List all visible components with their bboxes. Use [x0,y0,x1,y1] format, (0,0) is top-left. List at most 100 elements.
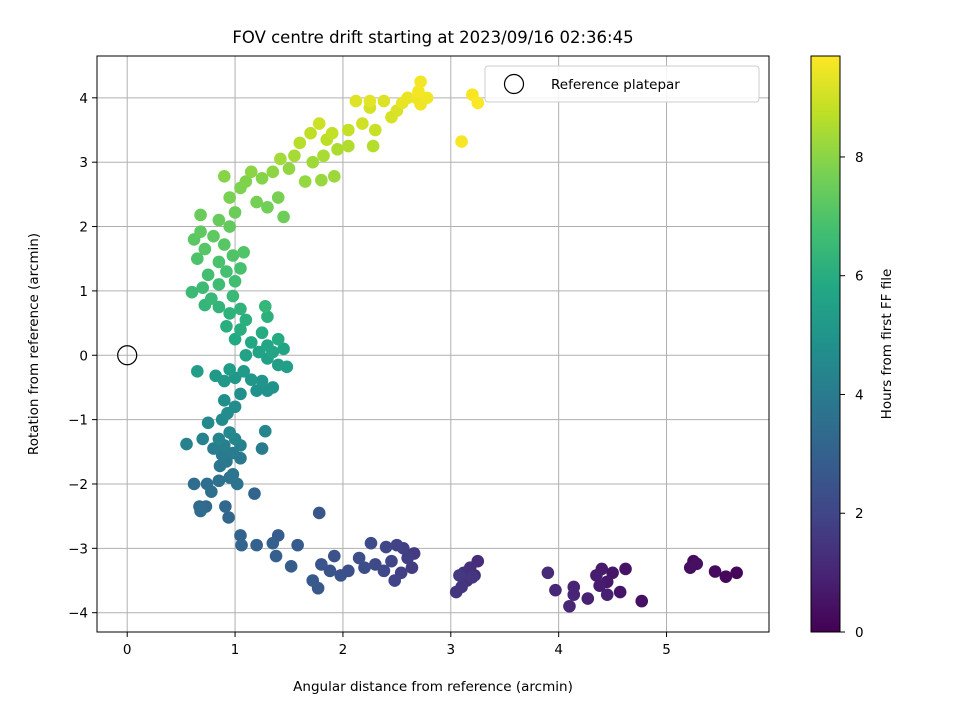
data-point [342,139,355,153]
data-point [349,94,363,108]
data-point [250,195,263,209]
data-point [368,558,382,571]
data-point [619,562,632,576]
plot-frame [96,55,770,633]
colorbar-tick-label: 0 [855,625,864,641]
colorbar-tick-label: 6 [855,269,864,285]
y-tick-label: 0 [79,348,88,364]
legend-label: Reference platepar [551,77,680,93]
data-point [325,126,339,140]
colorbar-tick-label: 4 [855,387,864,403]
data-point [185,285,199,299]
data-point [205,292,218,305]
data-point [222,511,235,524]
data-point [255,171,269,185]
reference-platepar-marker [117,345,138,366]
data-point [266,536,280,550]
data-point [201,416,215,430]
data-point [244,373,258,387]
data-point [223,191,236,204]
data-point [708,565,722,578]
x-tick-label: 4 [554,642,563,658]
data-point [312,506,326,520]
data-point [366,139,380,153]
colorbar-tick-label: 8 [855,150,864,166]
data-point [471,96,485,110]
data-point [635,594,649,608]
data-point [223,426,236,439]
data-point [377,94,391,108]
colorbar-label: Hours from first FF file [879,269,895,420]
data-point [334,569,348,582]
data-point [600,588,614,601]
data-point [277,210,290,224]
data-point [239,348,253,362]
legend: Reference platepar [484,65,760,103]
data-point [215,448,229,462]
data-point [226,446,240,460]
x-tick-label: 1 [231,642,240,658]
x-axis-label: Angular distance from reference (arcmin) [293,679,573,695]
data-point [223,363,236,376]
data-point [207,442,220,455]
data-point [271,332,285,346]
data-point [223,220,236,233]
data-point [453,569,466,582]
colorbar-ticks: 0 2 4 6 8 [840,150,864,641]
data-point [288,149,301,163]
data-point [261,200,274,214]
data-point [207,229,220,243]
data-point [191,365,204,378]
data-point [449,585,463,599]
data-point [201,268,215,282]
x-tick-label: 3 [447,642,456,658]
y-tick-label: −3 [68,541,88,557]
data-point [390,538,404,552]
data-point [226,468,240,481]
data-point [212,474,226,488]
data-point [323,564,337,578]
data-point [280,360,294,374]
data-point [613,585,627,599]
data-point [298,175,312,188]
data-point [368,123,382,137]
data-point [466,570,479,584]
data-point [228,400,242,414]
data-point [420,91,434,105]
data-point [244,165,258,179]
data-points [117,75,743,613]
data-point [412,85,425,98]
data-point [228,206,242,219]
data-point [196,281,210,294]
data-point [196,432,210,446]
data-point [356,117,369,130]
data-point [328,170,341,183]
x-axis-ticks: 0 1 2 3 4 5 [123,632,671,658]
data-point [304,126,317,140]
y-axis-ticks: −4 −3 −2 −1 0 1 2 3 4 [68,91,97,622]
y-tick-label: −4 [68,606,88,622]
data-point [401,91,414,105]
x-tick-label: 5 [662,642,671,658]
data-point [198,242,212,256]
data-point [194,225,207,238]
data-point [377,564,391,578]
data-point [312,117,326,130]
data-point [342,123,355,137]
data-point [414,75,427,89]
data-point [385,554,398,568]
data-point [261,339,274,352]
data-point [234,302,247,316]
data-point [590,569,603,582]
data-point [230,477,244,491]
data-point [234,387,247,401]
y-tick-label: 3 [79,155,88,171]
data-point [217,170,231,183]
data-point [549,583,562,597]
y-tick-label: 4 [79,91,88,107]
data-point [228,274,242,288]
grid-lines [97,56,769,632]
data-point [219,500,232,513]
data-point [306,155,320,169]
data-point [401,551,414,565]
